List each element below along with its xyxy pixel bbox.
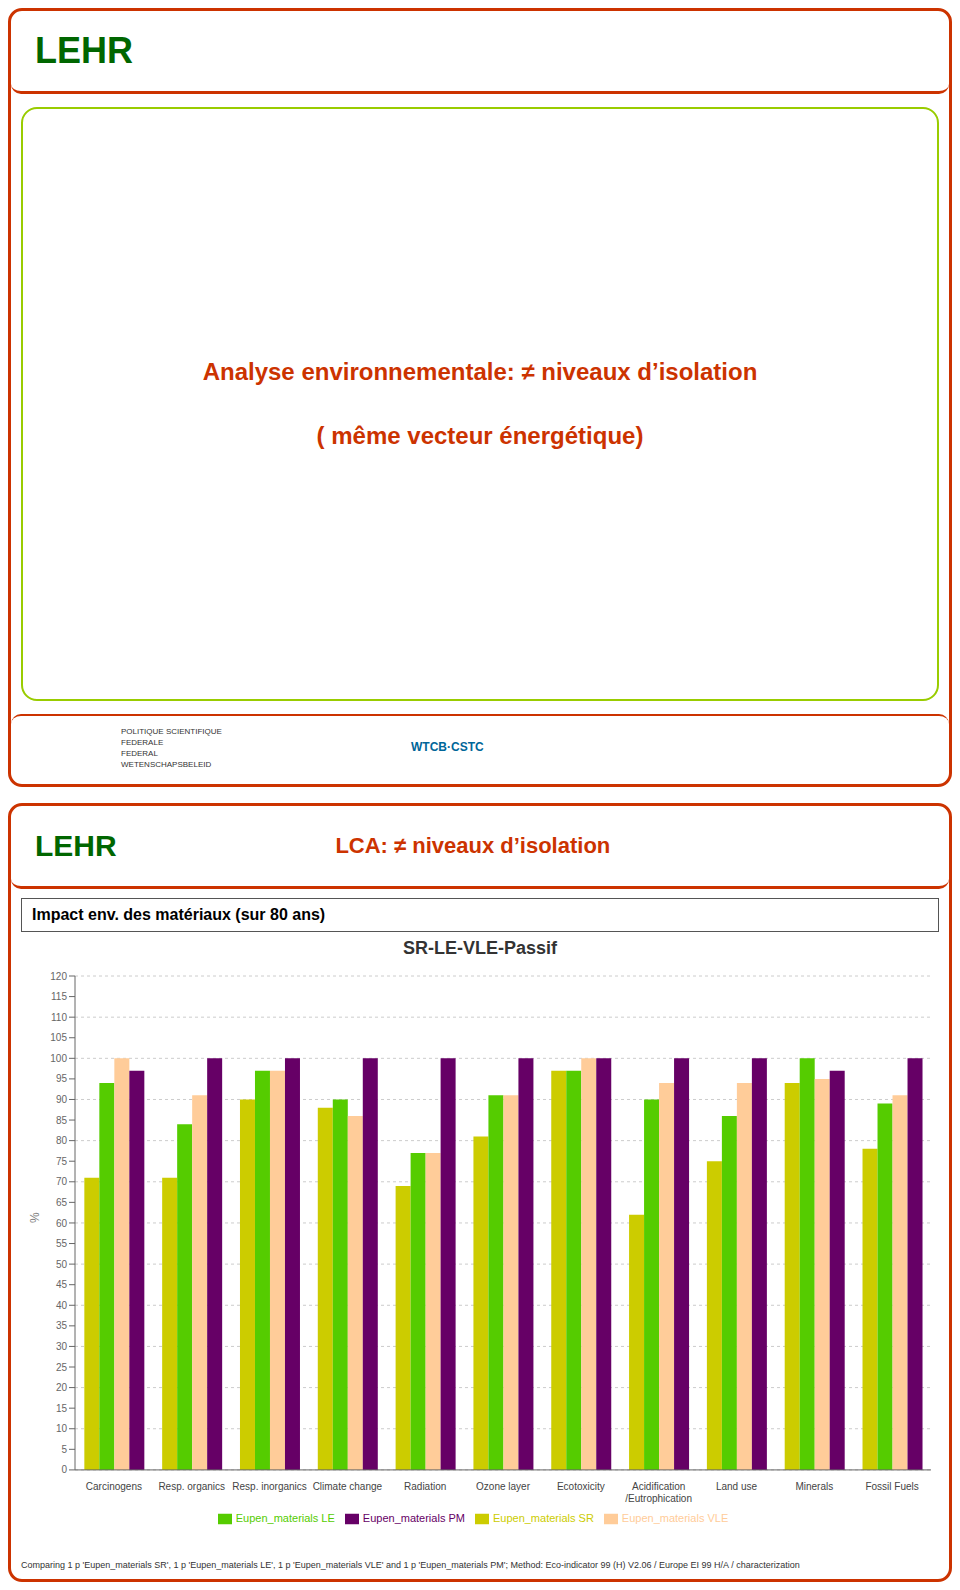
svg-text:40: 40 bbox=[56, 1300, 68, 1311]
svg-text:0: 0 bbox=[61, 1464, 67, 1475]
svg-text:Ozone layer: Ozone layer bbox=[476, 1481, 531, 1492]
html-text:Eupen_materials VLE: Eupen_materials VLE bbox=[621, 1511, 729, 1524]
svg-text:25: 25 bbox=[56, 1362, 68, 1373]
svg-text:55: 55 bbox=[56, 1238, 68, 1249]
html-text:Eupen_materials LE: Eupen_materials LE bbox=[235, 1511, 335, 1524]
svg-text:45: 45 bbox=[56, 1279, 68, 1290]
svg-text:30: 30 bbox=[56, 1341, 68, 1352]
svg-text:85: 85 bbox=[56, 1115, 68, 1126]
html-text:LEHR: LEHR bbox=[35, 30, 133, 71]
svg-text:60: 60 bbox=[56, 1218, 68, 1229]
svg-text:105: 105 bbox=[50, 1032, 67, 1043]
svg-text:20: 20 bbox=[56, 1382, 68, 1393]
svg-text:115: 115 bbox=[51, 991, 67, 1002]
svg-text:Radiation: Radiation bbox=[404, 1481, 446, 1492]
html-text:Eupen_materials SR: Eupen_materials SR bbox=[492, 1511, 594, 1524]
svg-text:90: 90 bbox=[56, 1094, 68, 1105]
svg-text:70: 70 bbox=[56, 1176, 68, 1187]
svg-text:Acidification/Eutrophication: Acidification/Eutrophication bbox=[625, 1481, 692, 1504]
svg-text:Climate change: Climate change bbox=[313, 1481, 383, 1492]
svg-text:35: 35 bbox=[56, 1320, 68, 1331]
html-text:POLITIQUE SCIENTIFIQUE FEDERAL: POLITIQUE SCIENTIFIQUE FEDERALE FEDERAL … bbox=[121, 727, 222, 769]
svg-text:Land use: Land use bbox=[716, 1481, 758, 1492]
svg-text:Resp. organics: Resp. organics bbox=[158, 1481, 225, 1492]
html-text:Analyse environnementale: ≠ ni: Analyse environnementale: ≠ niveaux d’is… bbox=[202, 358, 758, 385]
svg-text:Ecotoxicity: Ecotoxicity bbox=[557, 1481, 605, 1492]
svg-text:50: 50 bbox=[56, 1259, 68, 1270]
html-text:( même vecteur énergétique): ( même vecteur énergétique) bbox=[316, 422, 644, 449]
svg-text:%: % bbox=[28, 1212, 42, 1223]
html-text:Impact env. des matériaux (sur: Impact env. des matériaux (sur 80 ans) bbox=[32, 906, 326, 923]
svg-text:80: 80 bbox=[56, 1135, 68, 1146]
svg-text:Resp. inorganics: Resp. inorganics bbox=[232, 1481, 306, 1492]
svg-text:5: 5 bbox=[61, 1444, 67, 1455]
svg-text:120: 120 bbox=[50, 971, 67, 982]
svg-text:95: 95 bbox=[56, 1073, 68, 1084]
svg-text:65: 65 bbox=[56, 1197, 68, 1208]
html-text:LEHR: LEHR bbox=[35, 829, 117, 862]
svg-text:10: 10 bbox=[56, 1423, 68, 1434]
svg-text:Fossil Fuels: Fossil Fuels bbox=[865, 1481, 918, 1492]
svg-text:75: 75 bbox=[56, 1156, 68, 1167]
html-text:LCA: ≠ niveaux d’isolation: LCA: ≠ niveaux d’isolation bbox=[335, 833, 611, 858]
html-text:Comparing 1 p 'Eupen_materials: Comparing 1 p 'Eupen_materials SR', 1 p … bbox=[21, 1560, 800, 1570]
svg-text:110: 110 bbox=[51, 1012, 67, 1023]
html-text:Eupen_materials PM: Eupen_materials PM bbox=[362, 1511, 465, 1524]
html-text:WTCB·CSTC: WTCB·CSTC bbox=[411, 740, 484, 754]
html-text:SR-LE-VLE-Passif: SR-LE-VLE-Passif bbox=[403, 938, 557, 958]
svg-text:100: 100 bbox=[50, 1053, 67, 1064]
svg-text:Carcinogens: Carcinogens bbox=[86, 1481, 142, 1492]
svg-text:15: 15 bbox=[56, 1403, 68, 1414]
svg-text:Minerals: Minerals bbox=[795, 1481, 833, 1492]
